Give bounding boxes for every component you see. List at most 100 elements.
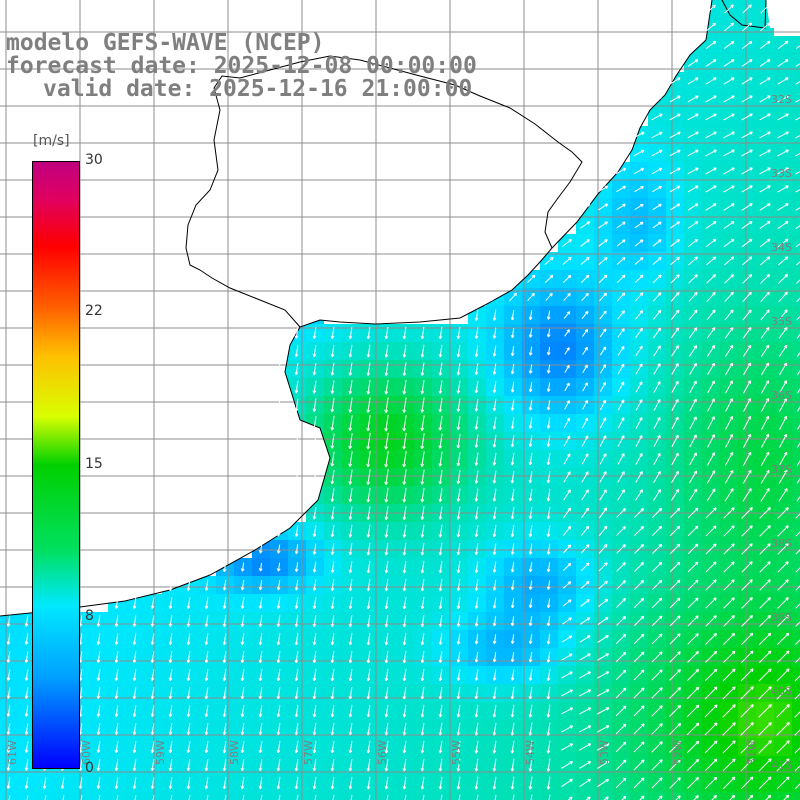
wind-arrow-head — [546, 425, 549, 429]
wind-arrow-head — [510, 389, 513, 393]
wind-arrow — [421, 542, 425, 556]
wind-arrow-head — [474, 551, 477, 555]
wind-arrow — [295, 488, 299, 502]
wind-speed-cell — [324, 792, 342, 800]
wind-arrow-head — [384, 428, 387, 432]
wind-speed-cell — [144, 792, 162, 800]
wind-arrow-head — [294, 785, 297, 790]
wind-arrow — [669, 777, 681, 789]
wind-arrow — [705, 633, 717, 645]
wind-arrow — [777, 561, 789, 573]
wind-arrow — [421, 615, 425, 627]
wind-arrow — [133, 633, 137, 645]
wind-arrow — [277, 579, 281, 591]
wind-arrow-head — [606, 617, 609, 621]
wind-arrow-head — [438, 750, 441, 754]
wind-arrow-head — [528, 695, 531, 700]
wind-arrow-head — [168, 659, 171, 663]
wind-arrow-head — [330, 408, 333, 413]
wind-arrow-head — [733, 615, 735, 619]
wind-arrow — [313, 470, 317, 484]
wind-arrow — [151, 597, 155, 609]
wind-arrow — [687, 651, 699, 663]
wind-arrow — [633, 705, 645, 717]
wind-arrow — [475, 524, 479, 538]
wind-arrow-head — [732, 579, 735, 583]
wind-arrow — [475, 740, 479, 754]
wind-arrow-head — [204, 641, 207, 645]
wind-arrow — [529, 328, 533, 338]
wind-arrow — [562, 274, 572, 284]
wind-arrow — [760, 291, 770, 303]
wind-arrow-head — [402, 481, 405, 485]
wind-arrow — [652, 310, 662, 320]
wind-arrow-head — [456, 677, 459, 681]
wind-arrow-head — [456, 605, 459, 609]
wind-arrow-head — [348, 354, 351, 358]
wind-arrow — [275, 293, 283, 301]
wind-arrow — [687, 41, 699, 49]
wind-arrow-head — [570, 653, 573, 657]
wind-arrow-head — [569, 526, 572, 530]
wind-arrow-head — [786, 274, 789, 278]
wind-arrow — [579, 203, 591, 211]
wind-arrow-head — [605, 221, 608, 225]
wind-speed-cell — [792, 414, 800, 432]
wind-arrow — [777, 507, 789, 519]
wind-arrow — [707, 362, 715, 376]
wind-arrow-head — [114, 641, 117, 645]
wind-arrow-head — [732, 185, 735, 189]
wind-arrow — [421, 433, 425, 449]
land-area — [766, 0, 800, 28]
wind-arrow-head — [366, 409, 369, 413]
wind-arrow — [457, 651, 461, 663]
wind-arrow-head — [715, 704, 718, 708]
wind-arrow-head — [474, 641, 477, 645]
wind-arrow-head — [240, 586, 243, 591]
wind-arrow — [706, 327, 716, 339]
wind-arrow-head — [420, 605, 423, 610]
wind-arrow-head — [204, 659, 207, 663]
wind-arrow-head — [24, 641, 27, 645]
wind-arrow — [669, 77, 681, 85]
wind-arrow-head — [150, 677, 153, 681]
wind-arrow-head — [402, 714, 405, 718]
wind-arrow-head — [222, 767, 225, 771]
wind-arrow — [795, 585, 800, 591]
wind-arrow — [616, 544, 626, 554]
wind-arrow — [723, 113, 735, 121]
wind-arrow-head — [732, 292, 734, 296]
wind-arrow — [439, 488, 443, 502]
wind-arrow-head — [438, 390, 441, 394]
wind-speed-cell — [792, 180, 800, 198]
wind-arrow-head — [696, 131, 699, 135]
wind-arrow-head — [697, 687, 700, 691]
wind-arrow-head — [586, 311, 589, 315]
wind-arrow — [671, 470, 679, 484]
wind-arrow — [115, 705, 119, 717]
wind-arrow — [633, 669, 645, 681]
wind-arrow — [511, 652, 515, 662]
wind-arrow — [331, 344, 335, 358]
wind-arrow — [687, 507, 699, 519]
wind-arrow — [653, 417, 661, 429]
wind-arrow — [777, 597, 789, 609]
wind-arrow — [187, 651, 191, 663]
wind-arrow — [386, 794, 389, 800]
wind-arrow-head — [348, 372, 351, 376]
wind-arrow-head — [697, 651, 699, 655]
wind-arrow — [615, 777, 627, 789]
wind-arrow — [761, 416, 769, 430]
wind-arrow — [796, 315, 800, 321]
wind-arrow-head — [568, 311, 571, 315]
wind-arrow-head — [786, 59, 789, 63]
wind-arrow-head — [402, 372, 405, 376]
wind-arrow — [795, 207, 800, 211]
wind-arrow — [403, 432, 407, 450]
wind-arrow — [742, 452, 752, 466]
wind-arrow — [581, 417, 589, 429]
wind-speed-cell — [792, 774, 800, 792]
wind-arrow-head — [330, 390, 333, 394]
wind-arrow-head — [438, 587, 441, 592]
wind-arrow-head — [714, 185, 717, 189]
